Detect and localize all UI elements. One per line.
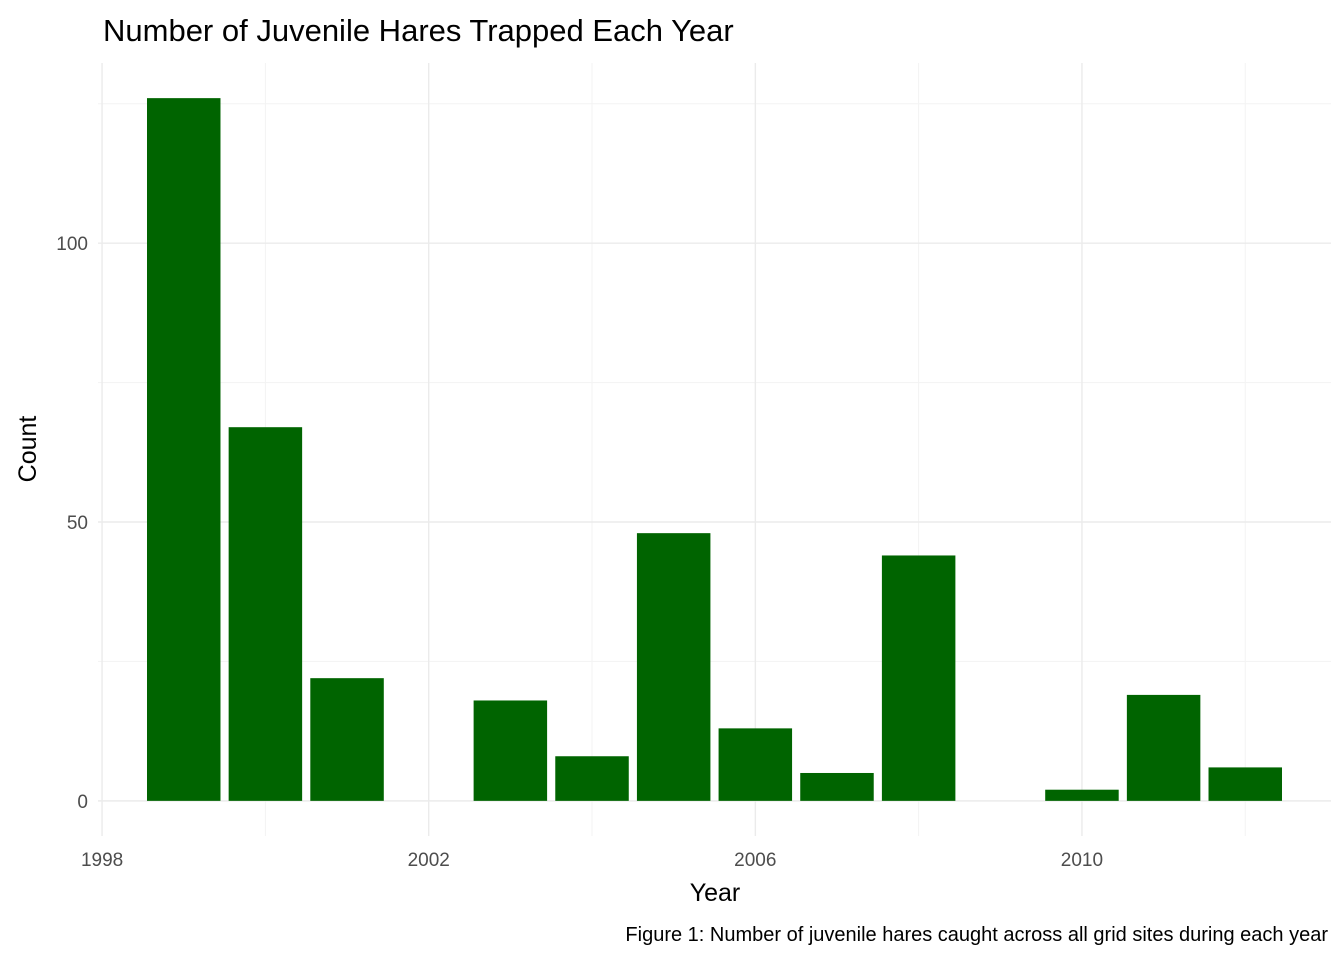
figure-caption: Figure 1: Number of juvenile hares caugh… <box>625 924 1328 946</box>
bar-2001 <box>310 678 384 801</box>
bar-2011 <box>1126 694 1201 801</box>
bar-2007 <box>800 772 874 801</box>
gridlines <box>98 63 1331 836</box>
x-axis-label: Year <box>690 879 741 907</box>
y-tick-label: 0 <box>77 792 88 813</box>
y-tick-label: 100 <box>56 234 88 255</box>
bar-2006 <box>718 728 793 801</box>
x-tick-label: 1998 <box>81 850 123 871</box>
bar-2012 <box>1208 767 1283 801</box>
bar-1999 <box>146 98 221 801</box>
x-tick-labels: 1998 2002 2006 2010 <box>81 850 1103 871</box>
y-tick-labels: 0 50 100 <box>56 234 88 813</box>
y-tick-label: 50 <box>67 513 88 534</box>
x-tick-label: 2002 <box>408 850 450 871</box>
bars <box>146 98 1283 801</box>
x-tick-label: 2006 <box>734 850 776 871</box>
bar-2008 <box>881 555 956 801</box>
bar-2000 <box>228 427 303 801</box>
y-axis-label: Count <box>14 416 42 483</box>
bar-2004 <box>555 756 629 801</box>
bar-2010 <box>1045 789 1119 801</box>
x-tick-label: 2010 <box>1061 850 1103 871</box>
bar-2005 <box>636 533 711 801</box>
chart-title: Number of Juvenile Hares Trapped Each Ye… <box>103 13 734 48</box>
bar-2003 <box>473 700 548 801</box>
